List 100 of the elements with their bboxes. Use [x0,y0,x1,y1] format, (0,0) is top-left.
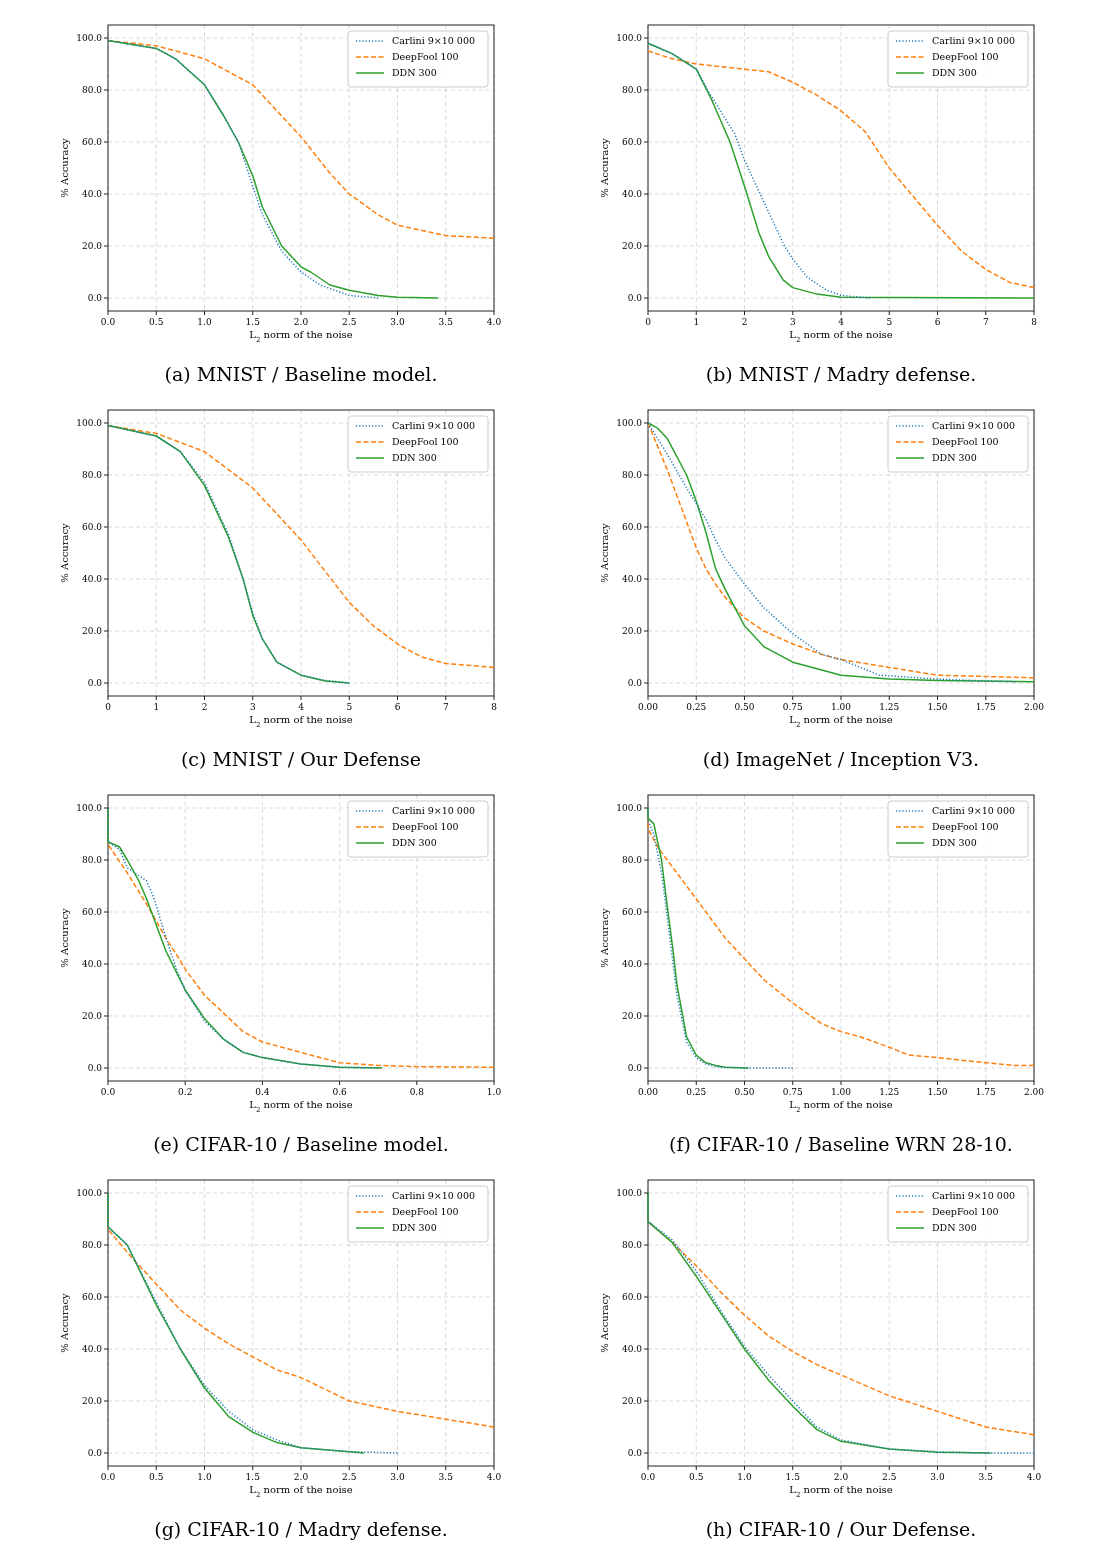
x-axis-title: L$_{2}$ norm of the noise [789,1099,893,1114]
legend-label: DDN 300 [392,837,437,848]
x-tick-label: 0.50 [734,1087,755,1097]
y-tick-label: 60.0 [621,521,643,532]
y-axis-title: % Accuracy [59,137,70,198]
legend-label: DeepFool 100 [932,1206,999,1217]
y-tick-label: 40.0 [621,1343,643,1354]
y-tick-label: 100.0 [76,802,103,813]
x-tick-label: 1.5 [245,317,261,327]
x-tick-label: 0.8 [409,1087,425,1097]
legend-label: DDN 300 [392,1222,437,1233]
x-tick-label: 3.0 [930,1472,945,1482]
x-tick-label: 2 [741,317,748,327]
text: (a) MNIST / Baseline model. [164,363,438,385]
legend-label: DeepFool 100 [932,821,999,832]
legend-label: DeepFool 100 [392,821,459,832]
y-tick-label: 60.0 [81,521,103,532]
x-tick-label: 2.5 [342,317,357,327]
x-tick-label: 1.00 [830,702,852,712]
y-tick-label: 80.0 [81,854,103,865]
x-tick-label: 0.6 [332,1087,348,1097]
y-tick-label: 60.0 [621,1291,643,1302]
x-tick-label: 0.0 [100,317,116,327]
x-tick-label: 1.5 [785,1472,801,1482]
legend-label: DeepFool 100 [932,51,999,62]
legend-label: Carlini 9×10 000 [932,1190,1015,1201]
legend-label: Carlini 9×10 000 [392,420,475,431]
y-tick-label: 60.0 [621,906,643,917]
x-axis-title: L$_{2}$ norm of the noise [249,1484,353,1499]
x-tick-label: 1 [693,317,700,327]
x-tick-label: 0.5 [149,317,164,327]
text: (b) MNIST / Madry defense. [705,363,977,385]
x-tick-label: 0.00 [637,702,659,712]
x-tick-label: 2 [201,702,208,712]
x-tick-label: 5 [886,317,893,327]
legend-label: DDN 300 [932,452,977,463]
x-tick-label: 4.0 [486,1472,502,1482]
y-tick-label: 20.0 [621,1010,643,1021]
x-tick-label: 0.0 [100,1472,116,1482]
text: (e) CIFAR-10 / Baseline model. [153,1133,449,1155]
y-axis-title: % Accuracy [599,522,610,583]
legend-label: DDN 300 [392,67,437,78]
x-tick-label: 1.0 [737,1472,752,1482]
y-tick-label: 20.0 [621,240,643,251]
y-axis-title: % Accuracy [599,1292,610,1353]
x-tick-label: 4.0 [1026,1472,1042,1482]
x-tick-label: 1.25 [879,1087,900,1097]
x-tick-label: 4 [298,702,305,712]
x-tick-label: 0.5 [689,1472,704,1482]
y-tick-label: 100.0 [76,1187,103,1198]
y-tick-label: 0.0 [87,292,103,303]
legend-label: Carlini 9×10 000 [932,805,1015,816]
legend-label: DDN 300 [392,452,437,463]
y-tick-label: 20.0 [81,1395,103,1406]
text: (g) CIFAR-10 / Madry defense. [154,1518,448,1540]
x-tick-label: 7 [982,317,989,327]
legend-label: DeepFool 100 [392,1206,459,1217]
x-tick-label: 2.0 [293,1472,309,1482]
y-tick-label: 80.0 [621,469,643,480]
y-tick-label: 0.0 [627,1447,643,1458]
y-tick-label: 40.0 [81,1343,103,1354]
x-tick-label: 2.00 [1023,1087,1045,1097]
y-tick-label: 0.0 [627,1062,643,1073]
y-axis-title: % Accuracy [599,137,610,198]
x-tick-label: 3.0 [390,317,405,327]
y-tick-label: 60.0 [81,136,103,147]
x-tick-label: 7 [442,702,449,712]
x-tick-label: 1.25 [879,702,900,712]
x-tick-label: 1.75 [975,702,997,712]
y-tick-label: 60.0 [81,906,103,917]
x-tick-label: 2.0 [293,317,309,327]
x-tick-label: 0.75 [782,702,804,712]
y-tick-label: 80.0 [81,1239,103,1250]
y-axis-title: % Accuracy [59,1292,70,1353]
line-series [647,807,794,1069]
x-tick-label: 1.75 [975,1087,997,1097]
y-tick-label: 100.0 [616,802,643,813]
legend-label: DDN 300 [932,1222,977,1233]
x-tick-label: 1.00 [830,1087,852,1097]
x-tick-label: 0.5 [149,1472,164,1482]
y-tick-label: 100.0 [616,1187,643,1198]
y-tick-label: 0.0 [87,1447,103,1458]
x-tick-label: 0.50 [734,702,755,712]
x-tick-label: 3.5 [438,1472,454,1482]
line-series [647,42,871,299]
x-tick-label: 0.75 [782,1087,804,1097]
y-tick-label: 40.0 [81,573,103,584]
x-tick-label: 3.5 [978,1472,994,1482]
legend-label: DDN 300 [932,837,977,848]
text: (h) CIFAR-10 / Our Defense. [705,1518,977,1540]
y-tick-label: 60.0 [621,136,643,147]
y-tick-label: 80.0 [621,854,643,865]
x-tick-label: 0 [105,702,112,712]
line-series [107,424,350,684]
x-axis-title: L$_{2}$ norm of the noise [249,329,353,344]
x-tick-label: 4 [838,317,845,327]
x-tick-label: 1.0 [197,1472,212,1482]
x-tick-label: 2.5 [342,1472,357,1482]
x-axis-title: L$_{2}$ norm of the noise [249,1099,353,1114]
legend-label: DeepFool 100 [932,436,999,447]
